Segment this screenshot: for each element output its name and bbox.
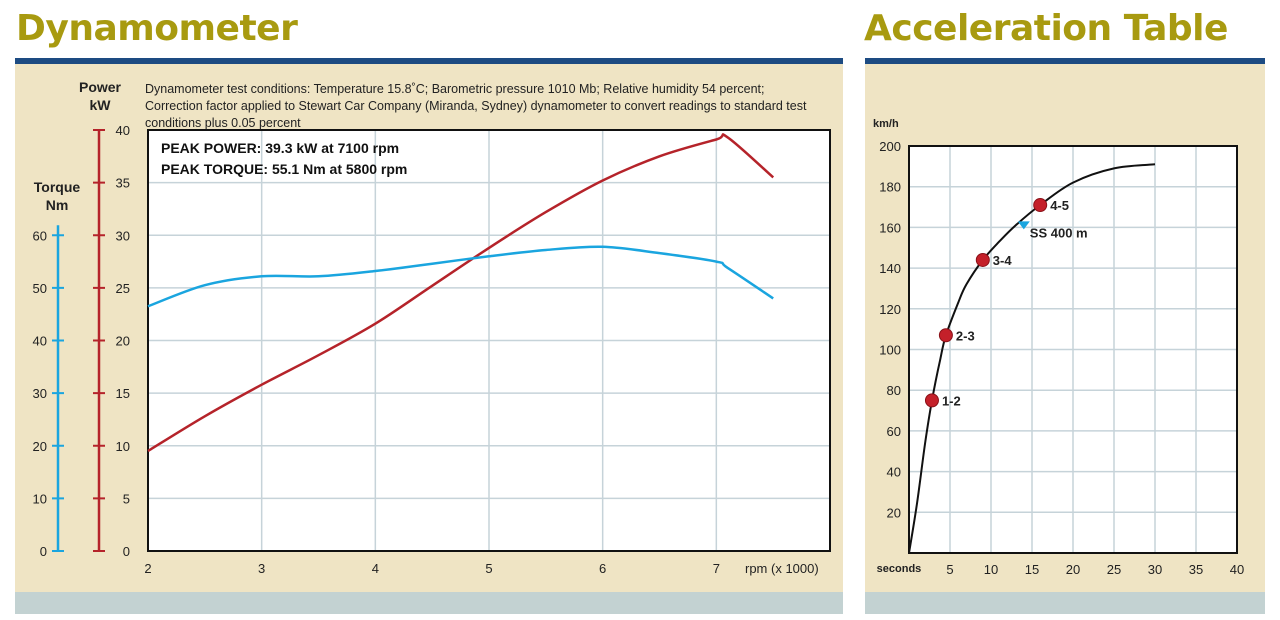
accel-y-tick-label: 120	[879, 302, 901, 317]
torque-curve	[147, 245, 774, 308]
power-tick-label: 10	[116, 439, 130, 454]
gear-change-marker	[924, 393, 939, 408]
accel-panel: 20 40 60 80 100 120 140 160 180 200 5 10 15 20 25 30 35 4…	[865, 58, 1265, 614]
accel-x-tick-label: 40	[1230, 562, 1244, 577]
dyno-x-tick-label: 6	[599, 561, 606, 576]
power-curve	[147, 133, 775, 453]
power-tick-label: 0	[123, 544, 130, 559]
gear-change-label: 1-2	[942, 393, 961, 408]
dyno-x-tick-label: 2	[144, 561, 151, 576]
torque-axis-unit: Nm	[46, 197, 69, 213]
dyno-plot-frame	[147, 129, 831, 552]
accel-x-tick-label: 30	[1148, 562, 1162, 577]
gear-change-label: 3-4	[993, 253, 1013, 268]
torque-axis-label: Torque	[34, 179, 81, 195]
accel-y-unit: km/h	[873, 118, 899, 130]
torque-tick-label: 60	[33, 228, 47, 243]
dyno-panel: 2 3 4 5 6 7 rpm (x 1000) 0 5 10 15 20 25 30 35 40 Power k…	[15, 58, 843, 614]
dyno-x-tick-label: 5	[485, 561, 492, 576]
ss-400m-label: SS 400 m	[1030, 225, 1088, 240]
power-tick-label: 5	[123, 491, 130, 506]
accel-x-tick-label: 15	[1025, 562, 1039, 577]
accel-y-tick-label: 100	[879, 343, 901, 358]
power-tick-label: 25	[116, 281, 130, 296]
power-axis-unit: kW	[90, 97, 112, 113]
power-tick-label: 35	[116, 176, 130, 191]
dyno-x-tick-label: 7	[713, 561, 720, 576]
gear-change-label: 2-3	[956, 328, 975, 343]
accel-y-tick-label: 60	[887, 424, 901, 439]
accel-y-tick-label: 160	[879, 220, 901, 235]
torque-tick-label: 30	[33, 386, 47, 401]
torque-tick-label: 20	[33, 439, 47, 454]
torque-tick-label: 10	[33, 491, 47, 506]
peak-torque-annotation: PEAK TORQUE: 55.1 Nm at 5800 rpm	[161, 161, 407, 177]
power-axis-label: Power	[79, 79, 122, 95]
torque-tick-label: 0	[40, 544, 47, 559]
dyno-title: Dynamometer	[16, 8, 298, 49]
accel-chart: 20 40 60 80 100 120 140 160 180 200 5 10 15 20 25 30 35 4…	[873, 118, 1244, 577]
accel-y-tick-label: 40	[887, 465, 901, 480]
power-tick-label: 20	[116, 334, 130, 349]
accel-footer	[865, 592, 1265, 614]
gear-change-marker	[938, 328, 953, 343]
power-tick-label: 15	[116, 386, 130, 401]
gear-change-marker	[1033, 198, 1048, 213]
dyno-footer	[15, 592, 843, 614]
accel-x-tick-label: 5	[946, 562, 953, 577]
accel-y-tick-label: 80	[887, 383, 901, 398]
gear-change-marker	[975, 252, 990, 267]
accel-x-tick-label: 25	[1107, 562, 1121, 577]
power-tick-label: 40	[116, 123, 130, 138]
accel-title: Acceleration Table	[864, 8, 1228, 49]
dyno-x-tick-label: 3	[258, 561, 265, 576]
gear-change-label: 4-5	[1050, 198, 1069, 213]
accel-plot-frame	[908, 145, 1238, 554]
ss-400m-marker	[1017, 221, 1030, 230]
dyno-x-axis-label: rpm (x 1000)	[745, 561, 819, 576]
dyno-x-tick-label: 4	[372, 561, 379, 576]
torque-tick-label: 40	[33, 334, 47, 349]
torque-tick-label: 50	[33, 281, 47, 296]
accel-x-tick-label: 10	[984, 562, 998, 577]
accel-y-tick-label: 200	[879, 139, 901, 154]
accel-curve	[908, 163, 1156, 554]
accel-x-tick-label: 20	[1066, 562, 1080, 577]
power-tick-label: 30	[116, 228, 130, 243]
dyno-chart: 2 3 4 5 6 7 rpm (x 1000) 0 5 10 15 20 25 30 35 40 Power k…	[33, 79, 831, 576]
accel-x-tick-label: 35	[1189, 562, 1203, 577]
accel-y-tick-label: 140	[879, 261, 901, 276]
accel-y-tick-label: 180	[879, 180, 901, 195]
accel-x-unit: seconds	[877, 563, 922, 575]
accel-y-tick-label: 20	[887, 505, 901, 520]
test-conditions: Dynamometer test conditions: Temperature…	[145, 82, 807, 130]
peak-power-annotation: PEAK POWER: 39.3 kW at 7100 rpm	[161, 140, 399, 156]
